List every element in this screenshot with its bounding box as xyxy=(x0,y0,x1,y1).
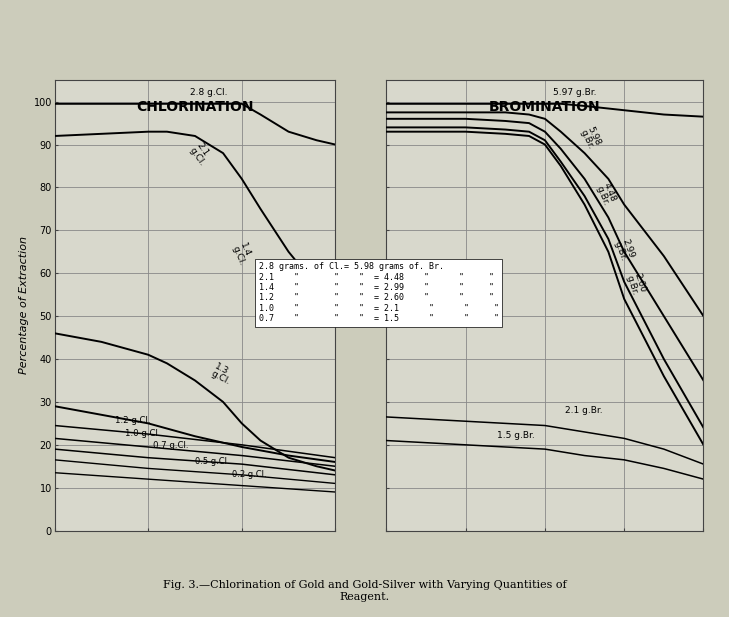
Text: 2.99
g.Br.: 2.99 g.Br. xyxy=(612,237,636,262)
Text: Fig. 3.—Chlorination of Gold and Gold-Silver with Varying Quantities of
Reagent.: Fig. 3.—Chlorination of Gold and Gold-Si… xyxy=(163,580,566,602)
Text: 2.1 g.Br.: 2.1 g.Br. xyxy=(565,405,602,415)
Text: 4.48
g.Br.: 4.48 g.Br. xyxy=(594,181,617,207)
Text: 0.7 g.Cl.: 0.7 g.Cl. xyxy=(153,441,188,450)
Y-axis label: Percentage of Extraction: Percentage of Extraction xyxy=(20,236,29,375)
Text: BROMINATION: BROMINATION xyxy=(489,101,601,115)
Text: 0.5 g.Cl.: 0.5 g.Cl. xyxy=(195,457,230,466)
Text: 1.0 g.Cl.: 1.0 g.Cl. xyxy=(125,429,160,438)
Text: 2.1
g.Cl.: 2.1 g.Cl. xyxy=(187,141,214,168)
Text: 1.2 g.Cl.: 1.2 g.Cl. xyxy=(115,416,151,425)
Text: 0.2 g.Cl.: 0.2 g.Cl. xyxy=(233,470,267,479)
Text: CHLORINATION: CHLORINATION xyxy=(136,101,254,115)
Text: 5.97 g.Br.: 5.97 g.Br. xyxy=(553,88,596,97)
Text: 1.3
g.Cl.: 1.3 g.Cl. xyxy=(209,362,235,387)
Text: 5.98
g.Br.: 5.98 g.Br. xyxy=(578,125,603,151)
Text: 2.8 g.Cl.: 2.8 g.Cl. xyxy=(190,88,228,97)
Text: 1.5 g.Br.: 1.5 g.Br. xyxy=(497,431,535,441)
Text: 2.8 grams. of Cl.= 5.98 grams of. Br.
2.1    "       "    "  = 4.48    "      " : 2.8 grams. of Cl.= 5.98 grams of. Br. 2.… xyxy=(259,262,499,323)
Text: 2.60
g.Br.: 2.60 g.Br. xyxy=(624,272,647,297)
Text: 1.4
g.Cl.: 1.4 g.Cl. xyxy=(230,241,254,267)
